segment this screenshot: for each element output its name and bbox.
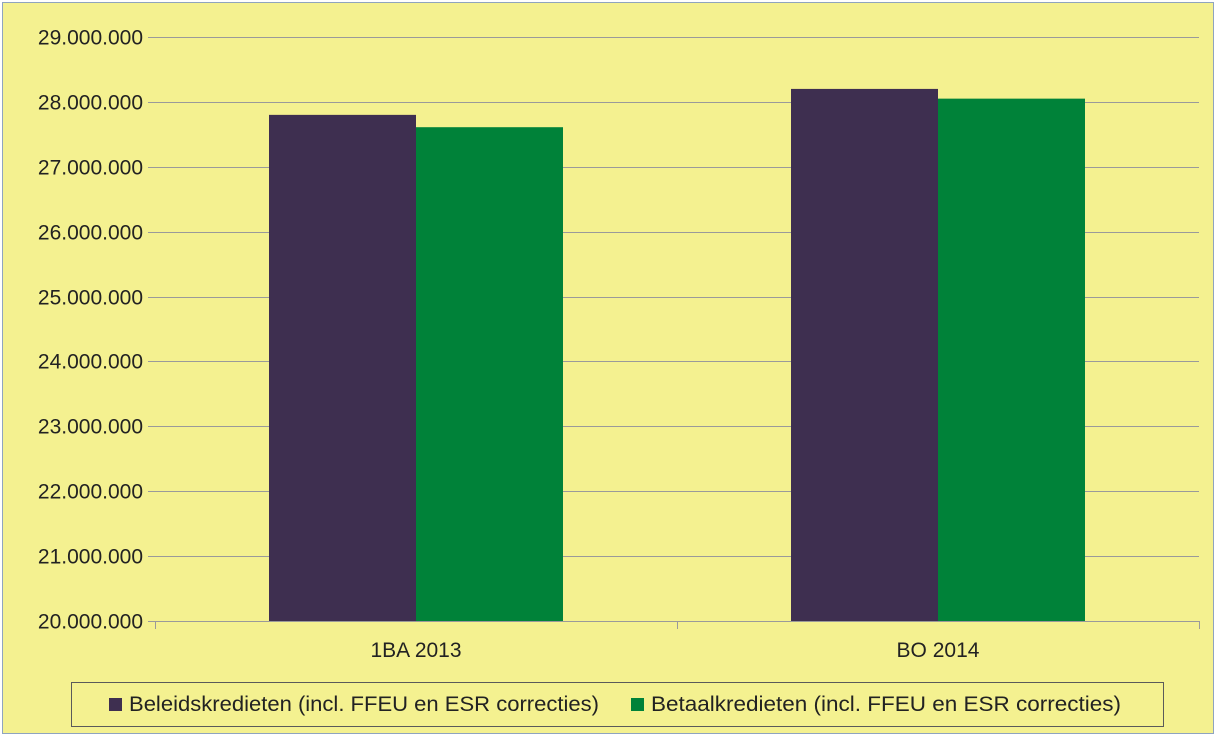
bar-betaalkredieten-1ba-2013	[416, 127, 563, 621]
bar-beleidskredieten-1ba-2013	[269, 114, 416, 621]
y-tick-label: 27.000.000	[38, 157, 143, 180]
legend-swatch	[109, 698, 122, 711]
y-tick-label: 26.000.000	[38, 222, 143, 245]
x-category-label: 1BA 2013	[370, 639, 461, 662]
legend-swatch	[631, 698, 644, 711]
y-tick-label: 21.000.000	[38, 546, 143, 569]
y-tick-label: 22.000.000	[38, 481, 143, 504]
x-axis-tick-labels: 1BA 2013 BO 2014	[370, 639, 979, 662]
y-tick-label: 25.000.000	[38, 287, 143, 310]
y-axis-tick-labels: 20.000.000 21.000.000 22.000.000 23.000.000…	[38, 27, 143, 634]
bar-beleidskredieten-bo-2014	[791, 88, 938, 621]
legend-label: Betaalkredieten (incl. FFEU en ESR corre…	[651, 693, 1121, 716]
bars	[269, 88, 1085, 621]
y-tick-label: 28.000.000	[38, 92, 143, 115]
legend: Beleidskredieten (incl. FFEU en ESR corr…	[71, 682, 1164, 727]
y-tick-label: 29.000.000	[38, 27, 143, 50]
y-tick-label: 20.000.000	[38, 611, 143, 634]
x-category-label: BO 2014	[897, 639, 980, 662]
y-tick-label: 23.000.000	[38, 416, 143, 439]
bar-chart: 20.000.000 21.000.000 22.000.000 23.000.000…	[3, 3, 1213, 733]
y-tick-label: 24.000.000	[38, 351, 143, 374]
bar-betaalkredieten-bo-2014	[938, 98, 1085, 621]
legend-box	[71, 682, 1164, 727]
x-axis	[155, 621, 1200, 629]
legend-label: Beleidskredieten (incl. FFEU en ESR corr…	[129, 693, 599, 716]
